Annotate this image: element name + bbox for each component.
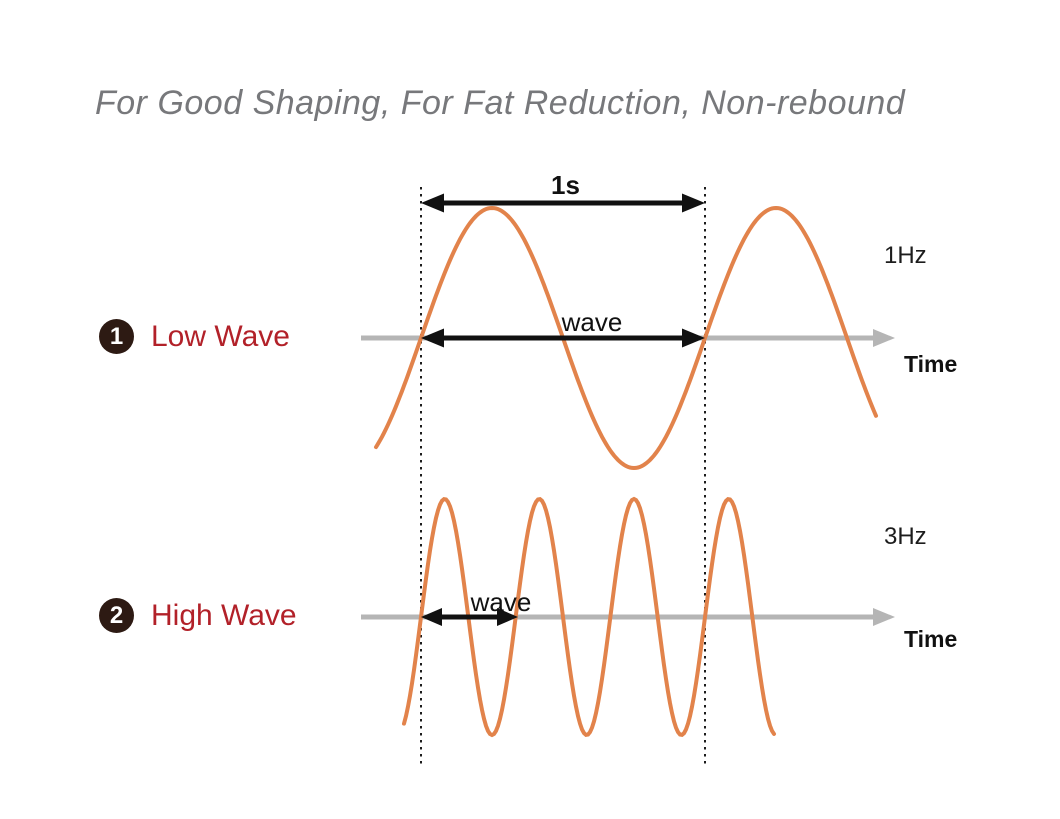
high-wavelength-label: wave xyxy=(470,587,532,617)
low-wavelength-label: wave xyxy=(561,307,623,337)
section-row-low-wave: 1 Low Wave xyxy=(99,319,290,354)
frequency-label-low: 1Hz xyxy=(884,242,927,269)
page-title: For Good Shaping, For Fat Reduction, Non… xyxy=(95,84,906,122)
low-wavelength-arrow-right-head-icon xyxy=(682,328,705,348)
section-label-low-wave: Low Wave xyxy=(151,319,290,353)
interval-arrow-right-head-icon xyxy=(682,193,705,213)
low-wavelength-arrow-left-head-icon xyxy=(421,328,444,348)
time-axis-label-high: Time xyxy=(904,626,958,652)
interval-label: 1s xyxy=(551,170,580,200)
low-wave-curve xyxy=(374,205,878,471)
step-badge-1: 1 xyxy=(99,319,134,354)
section-label-high-wave: High Wave xyxy=(151,598,297,632)
time-axis-low-arrowhead-icon xyxy=(873,329,895,347)
high-wave-curve xyxy=(402,496,776,738)
time-axis-label-low: Time xyxy=(904,351,958,377)
high-wavelength-arrow-left-head-icon xyxy=(421,608,442,626)
interval-arrow-left-head-icon xyxy=(421,193,444,213)
frequency-label-high: 3Hz xyxy=(884,523,927,550)
section-row-high-wave: 2 High Wave xyxy=(99,598,297,633)
step-badge-2: 2 xyxy=(99,598,134,633)
time-axis-high-arrowhead-icon xyxy=(873,608,895,626)
high-wavelength-arrow-right-head-icon xyxy=(497,608,518,626)
